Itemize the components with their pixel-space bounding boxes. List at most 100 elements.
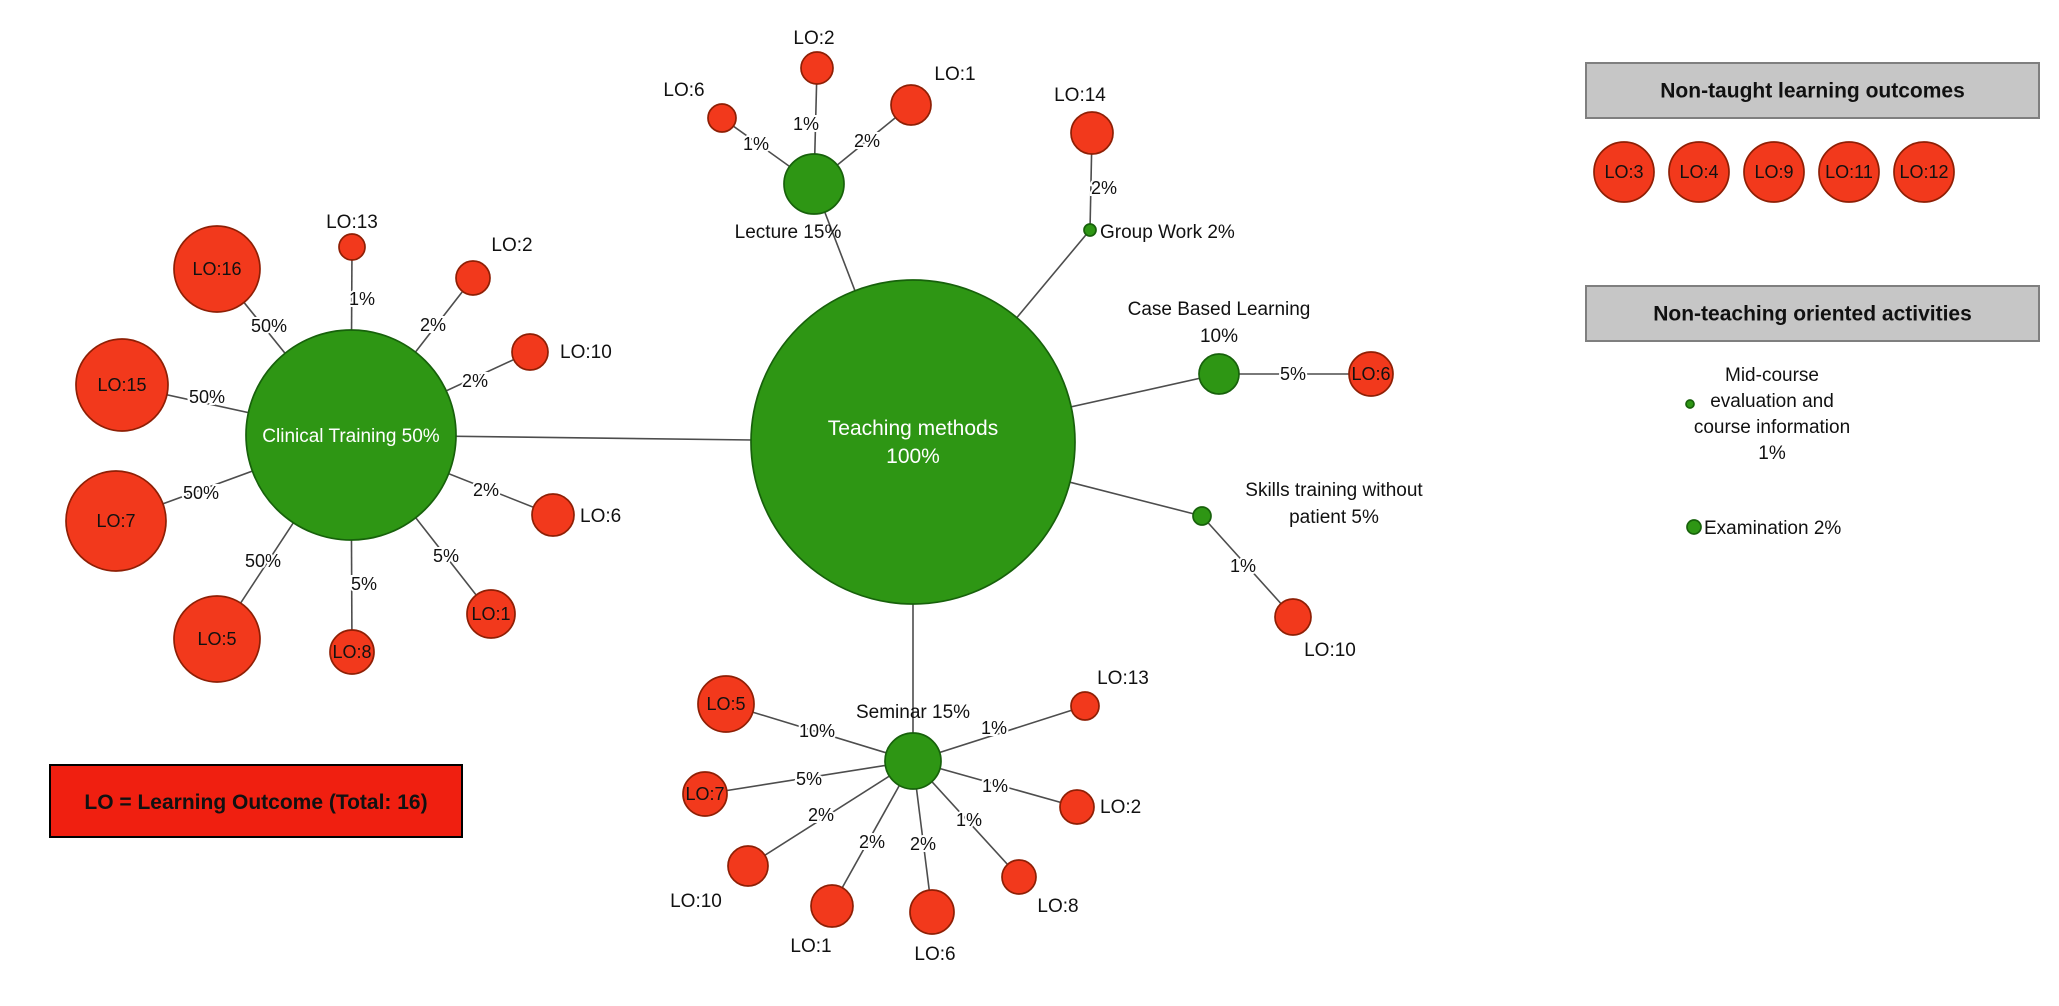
lo-circle-lo6 (531, 493, 575, 537)
hub-teaching-methods (750, 279, 1076, 605)
lo-label: LO:2 (491, 235, 532, 256)
pct-label: 50% (183, 483, 219, 503)
lo-label: LO:12 (1899, 162, 1948, 182)
lo-label: LO:11 (1825, 162, 1873, 182)
pct-label: 1% (1230, 556, 1256, 576)
hub-label: 100% (886, 445, 940, 468)
lo-label: LO:10 (560, 342, 612, 363)
pct-label: 5% (796, 769, 822, 789)
method-label-skills-training: patient 5% (1289, 507, 1379, 528)
lo-label: LO:1 (934, 64, 975, 85)
activity-label: Mid-course (1725, 365, 1819, 386)
lo-circle-lo7 (682, 771, 728, 817)
panel-header-non-taught (1585, 62, 2040, 119)
lo-circle-lo10 (1274, 598, 1312, 636)
lo-circle-lo5 (697, 675, 755, 733)
pct-label: 2% (854, 131, 880, 151)
lo-circle-lo10 (727, 845, 769, 887)
panel-title-non-teaching: Non-teaching oriented activities (1653, 303, 1972, 326)
edge-line (747, 760, 914, 867)
pct-label: 50% (189, 387, 225, 407)
pct-label: 2% (473, 480, 499, 500)
lo-label: LO:3 (1604, 162, 1643, 182)
lo-circle-lo2 (455, 260, 491, 296)
activity-dot-0 (1685, 399, 1695, 409)
activity-label: evaluation and (1710, 391, 1834, 412)
lo-label: LO:14 (1054, 85, 1106, 106)
pct-label: 2% (1091, 178, 1117, 198)
activity-label: course information (1694, 417, 1850, 438)
lo-circle-lo7 (65, 470, 167, 572)
lo-circle-lo16 (173, 225, 261, 313)
lo-label: LO:6 (663, 80, 704, 101)
lo-circle-lo2 (800, 51, 834, 85)
lo-circle-lo10 (511, 333, 549, 371)
lo-circle-lo6 (707, 103, 737, 133)
lo-circle-lo14 (1070, 111, 1114, 155)
lo-label: LO:13 (1097, 668, 1149, 689)
lo-circle-lo12 (1893, 141, 1955, 203)
lo-circle-lo2 (1059, 789, 1095, 825)
edge-line (704, 760, 914, 795)
lo-label: LO:6 (580, 506, 621, 527)
lo-circle-lo11 (1818, 141, 1880, 203)
pct-label: 2% (420, 315, 446, 335)
pct-label: 2% (808, 805, 834, 825)
lo-circle-lo5 (173, 595, 261, 683)
lo-circle-lo4 (1668, 141, 1730, 203)
lo-label: LO:5 (706, 694, 745, 714)
pct-label: 50% (245, 551, 281, 571)
lo-circle-lo1 (810, 884, 854, 928)
method-label-group-work: Group Work 2% (1100, 222, 1235, 243)
lo-circle-lo9 (1743, 141, 1805, 203)
edge-line (1201, 515, 1294, 618)
pct-label: 1% (956, 810, 982, 830)
lo-label: LO:10 (1304, 640, 1356, 661)
lo-label: LO:15 (97, 375, 146, 395)
method-case-based-learning (1198, 353, 1240, 395)
edge-line (725, 703, 914, 762)
lo-circle-lo13 (1070, 691, 1100, 721)
method-skills-training (1192, 506, 1212, 526)
lo-label: LO:4 (1679, 162, 1718, 182)
lo-label: LO:8 (1037, 896, 1078, 917)
pct-label: 50% (251, 316, 287, 336)
pct-label: 1% (981, 718, 1007, 738)
method-clinical-training (245, 329, 457, 541)
activity-label: Examination 2% (1704, 518, 1841, 539)
lo-label: LO:6 (914, 944, 955, 965)
lo-label: LO:8 (332, 642, 371, 662)
lo-label: LO:7 (96, 511, 135, 531)
legend-label: LO = Learning Outcome (Total: 16) (84, 791, 427, 814)
method-label-lecture: Lecture 15% (735, 222, 842, 243)
panel-header-non-teaching (1585, 285, 2040, 342)
pct-label: 2% (910, 834, 936, 854)
activity-dot-1 (1686, 519, 1702, 535)
lo-circle-lo8 (329, 629, 375, 675)
lo-circle-lo6 (909, 889, 955, 935)
pct-label: 1% (349, 289, 375, 309)
panel-title-non-taught: Non-taught learning outcomes (1660, 80, 1965, 103)
lo-label: LO:10 (670, 891, 722, 912)
lo-label: LO:2 (1100, 797, 1141, 818)
lo-label: LO:1 (790, 936, 831, 957)
lo-label: LO:5 (197, 629, 236, 649)
pct-label: 5% (433, 546, 459, 566)
lo-label: LO:2 (793, 28, 834, 49)
edge-line (912, 705, 1086, 762)
method-label-case-based-learning: 10% (1200, 326, 1238, 347)
method-label-skills-training: Skills training without (1245, 480, 1423, 501)
pct-label: 1% (793, 114, 819, 134)
method-lecture (783, 153, 845, 215)
lo-circle-lo6 (1348, 351, 1394, 397)
method-group-work (1083, 223, 1097, 237)
lo-circle-lo1 (890, 84, 932, 126)
lo-circle-lo1 (466, 589, 516, 639)
method-seminar (884, 732, 942, 790)
pct-label: 1% (982, 776, 1008, 796)
lo-label: LO:6 (1351, 364, 1390, 384)
method-label-case-based-learning: Case Based Learning (1128, 299, 1311, 320)
lo-circle-lo8 (1001, 859, 1037, 895)
